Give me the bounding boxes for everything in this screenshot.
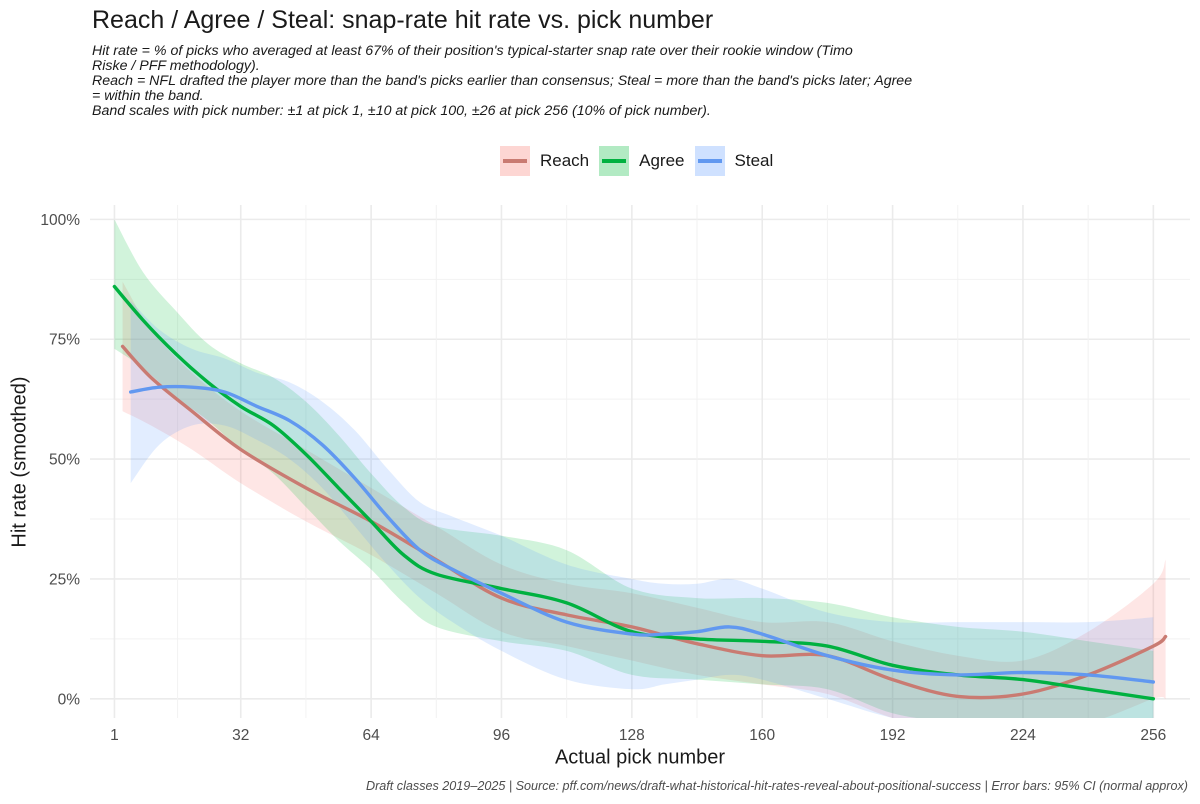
- subtitle-line: Reach = NFL drafted the player more than…: [92, 73, 913, 89]
- x-tick-label: 96: [493, 727, 510, 744]
- legend-key-line: [602, 159, 627, 163]
- y-tick-label: 100%: [40, 212, 80, 229]
- legend-key-agree: [599, 146, 630, 176]
- y-axis-label: Hit rate (smoothed): [8, 376, 31, 548]
- line-reach: [120, 344, 1168, 700]
- subtitle-line: = within the band.: [92, 88, 204, 104]
- subtitle-line: Band scales with pick number: ±1 at pick…: [92, 103, 711, 119]
- chart-legend: Reach Agree Steal: [500, 146, 783, 176]
- chart-title: Reach / Agree / Steal: snap-rate hit rat…: [92, 6, 714, 34]
- x-tick-label: 32: [232, 727, 249, 744]
- series-lines: [112, 284, 1168, 701]
- subtitle-line: Hit rate = % of picks who averaged at le…: [92, 43, 853, 59]
- legend-item-agree: Agree: [599, 146, 685, 176]
- x-tick-label: 192: [880, 727, 906, 744]
- legend-label-steal: Steal: [734, 151, 774, 170]
- legend-item-reach: Reach: [500, 146, 589, 176]
- x-tick-label: 224: [1010, 727, 1036, 744]
- y-tick-label: 50%: [49, 452, 80, 469]
- band-steal: [130, 300, 1154, 718]
- confidence-bands: [114, 219, 1166, 718]
- x-tick-label: 128: [619, 727, 645, 744]
- legend-key-steal: [694, 146, 725, 176]
- y-tick-label: 0%: [58, 691, 81, 708]
- legend-key-line: [503, 159, 527, 163]
- legend-label-agree: Agree: [639, 151, 685, 170]
- x-tick-label: 1: [110, 727, 119, 744]
- line-steal: [129, 384, 1155, 684]
- y-tick-labels: 0% 25% 50% 75% 100%: [40, 212, 80, 708]
- y-tick-label: 75%: [49, 332, 80, 349]
- x-tick-label: 256: [1140, 727, 1166, 744]
- chart-caption: Draft classes 2019–2025 | Source: pff.co…: [366, 779, 1188, 793]
- x-tick-label: 64: [362, 727, 380, 744]
- legend-key-reach: [500, 146, 530, 176]
- x-tick-label: 160: [749, 727, 775, 744]
- legend-item-steal: Steal: [694, 146, 774, 176]
- legend-label-reach: Reach: [540, 151, 590, 170]
- chart-subtitle: Hit rate = % of picks who averaged at le…: [92, 44, 972, 119]
- legend-key-line: [697, 159, 722, 163]
- subtitle-line: Riske / PFF methodology).: [92, 58, 260, 74]
- grid-lines: [90, 205, 1190, 718]
- y-tick-label: 25%: [49, 571, 80, 588]
- x-tick-labels: 1 32 64 96 128 160 192 224 256: [110, 727, 1166, 744]
- x-axis-label: Actual pick number: [554, 746, 726, 769]
